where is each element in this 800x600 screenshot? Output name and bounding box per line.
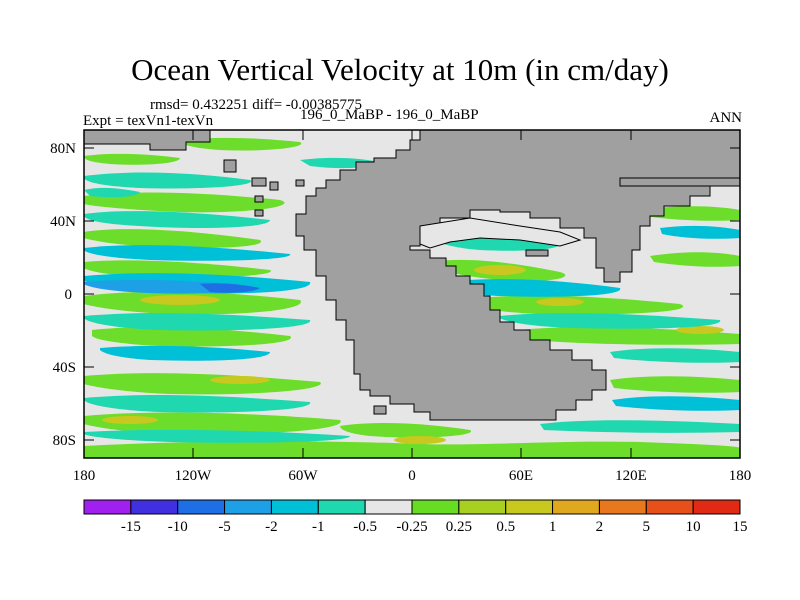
land-masses (84, 130, 740, 421)
colorbar-label: 1 (549, 519, 557, 535)
colorbar-label: -2 (265, 519, 278, 535)
lon-tick-0: 0 (408, 468, 416, 484)
experiment-label: Expt = texVn1-texVn (83, 113, 214, 129)
colorbar-label: 10 (686, 519, 701, 535)
map-plot-area (84, 130, 740, 458)
colorbar-swatch (177, 499, 226, 515)
colorbar-label: -0.5 (353, 519, 377, 535)
colorbar-swatch (552, 499, 600, 515)
colorbar-swatch (83, 499, 132, 515)
lon-tick-60e: 60E (509, 468, 533, 484)
negative-velocity-bands (84, 157, 740, 443)
lat-tick-40s: 40S (53, 360, 76, 376)
strong-positive-spots (102, 265, 724, 444)
colorbar-label: 5 (643, 519, 651, 535)
map-title: Ocean Vertical Velocity at 10m (in cm/da… (131, 52, 669, 87)
colorbar-swatch (645, 499, 694, 515)
colorbar-swatch (130, 499, 179, 515)
colorbar-label: 15 (733, 519, 748, 535)
colorbar-label: 0.5 (496, 519, 515, 535)
colorbar-swatch (598, 499, 647, 515)
lon-tick-60w: 60W (288, 468, 318, 484)
interior-lake (419, 217, 582, 249)
lon-tick-120w: 120W (175, 468, 213, 484)
colorbar-swatch (364, 499, 413, 515)
colorbar-label: -10 (168, 519, 188, 535)
lat-tick-0: 0 (65, 287, 73, 303)
colorbar-label: -15 (121, 519, 141, 535)
colorbar: -15 -10 -5 -2 -1 -0.5 -0.25 0.25 0.5 1 2 5 10 15 (83, 499, 748, 535)
colorbar-swatch (692, 499, 741, 515)
colorbar-swatch (270, 499, 319, 515)
colorbar-label: -0.25 (396, 519, 427, 535)
lat-tick-80n: 80N (50, 141, 76, 157)
longitude-axis (83, 130, 741, 458)
colorbar-swatch (317, 499, 366, 515)
lon-tick-180w: 180 (73, 468, 96, 484)
colorbar-label: -1 (312, 519, 325, 535)
colorbar-swatch (224, 499, 272, 515)
colorbar-label: 2 (596, 519, 604, 535)
colorbar-swatch (458, 499, 507, 515)
colorbar-label: -5 (218, 519, 231, 535)
lon-tick-180e: 180 (729, 468, 752, 484)
rmsd-diff-label: rmsd= 0.432251 diff= -0.00385775 (150, 97, 363, 113)
lat-tick-40n: 40N (50, 214, 76, 230)
latitude-axis (84, 147, 740, 441)
season-label: ANN (709, 110, 743, 126)
colorbar-swatch (411, 499, 460, 515)
colorbar-swatch (505, 499, 554, 515)
lon-tick-120e: 120E (615, 468, 647, 484)
cases-label: 196_0_MaBP - 196_0_MaBP (300, 107, 479, 123)
lat-tick-80s: 80S (53, 433, 76, 449)
colorbar-label: 0.25 (446, 519, 472, 535)
